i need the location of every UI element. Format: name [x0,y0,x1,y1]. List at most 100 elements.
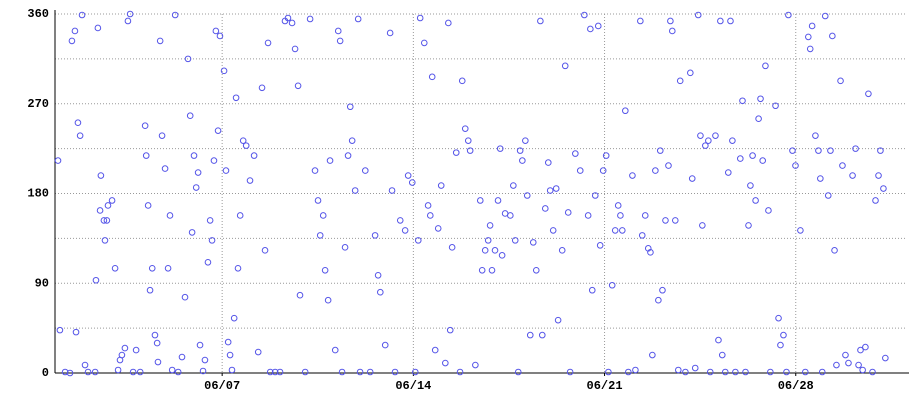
point [510,182,517,189]
point [821,12,829,20]
point [284,14,292,22]
point [190,152,198,159]
point [186,112,194,120]
point [526,331,534,339]
point [78,11,86,19]
point [461,125,469,132]
point [210,157,218,164]
point [326,157,334,164]
point [827,147,834,154]
point [617,212,624,219]
point [226,351,234,359]
point [331,346,339,354]
point [691,364,699,372]
point [849,172,856,179]
point [366,368,374,376]
point [153,339,161,347]
point [354,15,362,23]
point [111,264,119,272]
point [261,247,269,254]
point [712,132,719,139]
point [54,157,62,164]
point [715,336,722,344]
point [839,162,846,169]
point [146,286,154,294]
point [84,368,92,376]
point [608,281,616,289]
point [507,212,514,219]
point [386,29,394,37]
point [464,137,472,144]
point [151,331,159,339]
point [622,107,629,115]
point [647,249,654,256]
point [759,157,766,164]
point [498,252,506,259]
point [572,150,579,157]
point [516,147,524,154]
point [537,17,544,25]
y-tick-label: 360 [27,7,49,21]
point [356,368,364,376]
point [334,27,342,35]
point [361,167,369,174]
point [196,341,204,349]
point [68,37,76,45]
point [789,147,796,154]
point [641,212,649,219]
point [404,172,412,179]
point [662,217,669,224]
point [481,247,489,254]
point [588,286,596,294]
point [250,152,258,159]
point [466,147,474,154]
y-tick-label: 90 [35,276,49,290]
point [452,149,460,156]
point [552,185,560,192]
point [833,361,840,369]
point [656,147,664,154]
point [818,368,826,376]
point [802,368,809,376]
point [232,94,240,102]
point [264,39,272,47]
point [519,157,526,164]
point [619,227,626,234]
point [230,314,238,322]
y-tick-label: 0 [42,366,49,380]
point [344,152,352,159]
point [154,358,162,366]
point [652,167,659,174]
point [702,142,709,149]
point [869,368,876,376]
point [100,217,108,224]
point [142,152,150,159]
point [288,19,296,27]
point [706,368,714,376]
point [717,17,724,25]
point [341,244,349,251]
point [522,137,529,144]
point [862,343,869,351]
point [797,227,804,234]
point [546,187,554,194]
point [208,237,216,244]
point [824,192,832,199]
point [346,103,354,111]
point [532,266,540,274]
point [178,353,186,361]
point [665,162,672,169]
point [91,368,99,376]
point [424,202,432,209]
point [391,368,399,376]
point [757,95,764,103]
point [71,27,79,35]
point [668,27,676,35]
point [236,212,244,219]
point [321,266,329,274]
point [428,73,436,81]
point [296,291,304,299]
point [671,217,679,224]
point [74,119,82,126]
point [121,344,129,352]
